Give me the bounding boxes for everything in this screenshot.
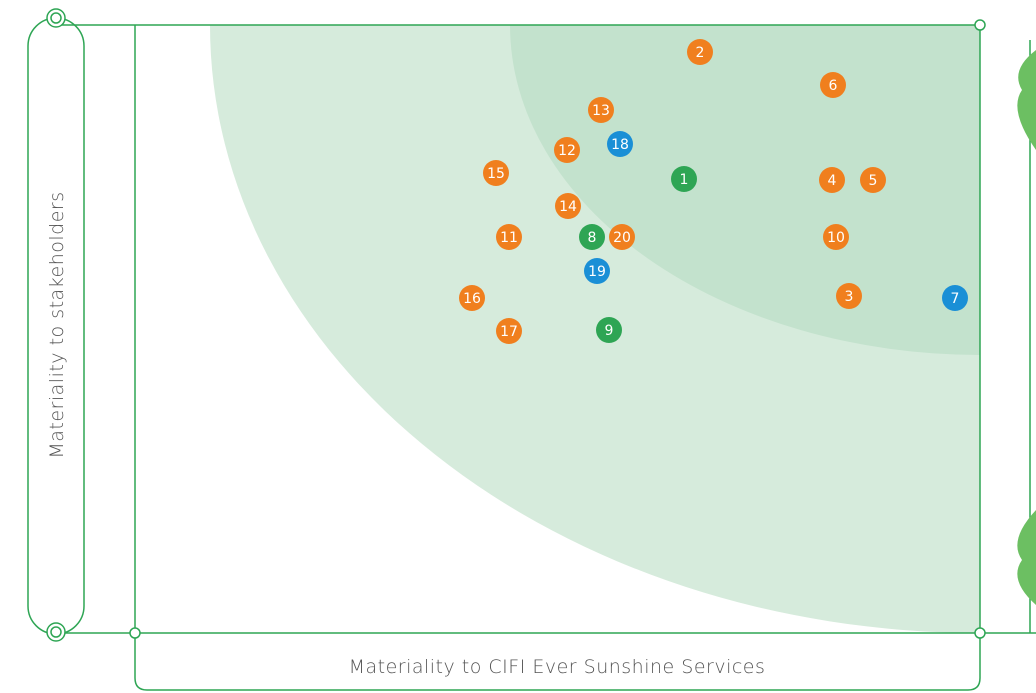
topic-number: 14 bbox=[559, 199, 577, 215]
topic-point: 8 bbox=[579, 224, 605, 250]
topic-point: 5 bbox=[860, 167, 886, 193]
topic-point: 20 bbox=[609, 224, 635, 250]
topic-number: 17 bbox=[500, 324, 518, 340]
topic-point: 18 bbox=[607, 131, 633, 157]
topic-point: 1 bbox=[671, 166, 697, 192]
topic-point: 14 bbox=[555, 193, 581, 219]
topic-number: 19 bbox=[588, 264, 606, 280]
topic-point: 16 bbox=[459, 285, 485, 311]
topic-number: 7 bbox=[951, 291, 960, 307]
topic-point: 17 bbox=[496, 318, 522, 344]
topic-number: 20 bbox=[613, 230, 631, 246]
zones bbox=[210, 0, 1036, 633]
topic-point: 15 bbox=[483, 160, 509, 186]
page: {"y_axis_label": "Materiality to stakeho… bbox=[0, 0, 1036, 693]
topic-number: 4 bbox=[828, 173, 837, 189]
topic-number: 9 bbox=[605, 323, 614, 339]
topic-number: 10 bbox=[827, 230, 845, 246]
leaf-decoration bbox=[1017, 50, 1036, 605]
topic-point: 7 bbox=[942, 285, 968, 311]
topic-number: 6 bbox=[829, 78, 838, 94]
topic-number: 5 bbox=[869, 173, 878, 189]
topic-number: 2 bbox=[696, 45, 705, 61]
topic-number: 16 bbox=[463, 291, 481, 307]
topic-point: 19 bbox=[584, 258, 610, 284]
topic-number: 15 bbox=[487, 166, 505, 182]
topic-number: 13 bbox=[592, 103, 610, 119]
topic-point: 2 bbox=[687, 39, 713, 65]
y-axis-label: Materiality to stakeholders bbox=[46, 191, 68, 458]
topic-point: 10 bbox=[823, 224, 849, 250]
topic-point: 11 bbox=[496, 224, 522, 250]
topic-point: 6 bbox=[820, 72, 846, 98]
topic-point: 3 bbox=[836, 283, 862, 309]
topic-point: 9 bbox=[596, 317, 622, 343]
topic-point: 4 bbox=[819, 167, 845, 193]
topic-point: 12 bbox=[554, 137, 580, 163]
topic-number: 11 bbox=[500, 230, 518, 246]
x-axis-label: Materiality to CIFI Ever Sunshine Servic… bbox=[349, 656, 766, 678]
topic-number: 1 bbox=[680, 172, 689, 188]
topic-point: 13 bbox=[588, 97, 614, 123]
topic-number: 8 bbox=[588, 230, 597, 246]
topic-number: 18 bbox=[611, 137, 629, 153]
materiality-matrix: Materiality to stakeholders Materiality … bbox=[0, 0, 1036, 693]
topic-number: 12 bbox=[558, 143, 576, 159]
topic-number: 3 bbox=[845, 289, 854, 305]
